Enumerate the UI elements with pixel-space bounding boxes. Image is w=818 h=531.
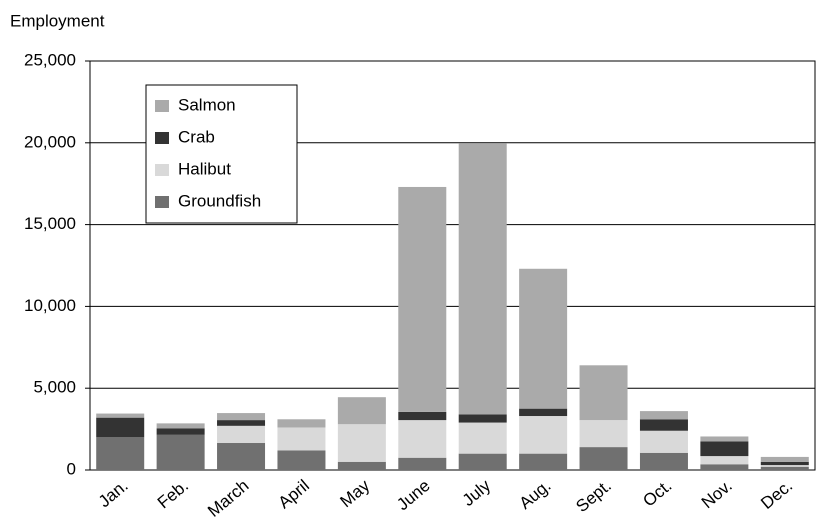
x-tick-label: March — [204, 476, 252, 521]
legend-label: Crab — [178, 127, 215, 146]
bar-segment — [458, 414, 507, 423]
bar-segment — [277, 427, 326, 451]
chart-title: Employment — [10, 11, 105, 30]
bar-segment — [760, 466, 809, 470]
legend-swatch — [155, 132, 169, 144]
legend-swatch — [155, 164, 169, 176]
x-tick-label: May — [337, 476, 374, 512]
y-tick-label: 15,000 — [24, 214, 76, 233]
bar-segment — [217, 443, 266, 470]
bar-segment — [519, 408, 568, 417]
x-tick-label: Oct. — [639, 476, 675, 511]
bar-segment — [639, 419, 688, 431]
bar-segment — [217, 413, 266, 421]
bar-segment — [337, 397, 386, 425]
x-tick-label: Dec. — [757, 476, 796, 513]
bar-segment — [458, 143, 507, 415]
bar-segment — [519, 453, 568, 470]
bar-segment — [398, 411, 447, 421]
bar-segment — [579, 365, 628, 421]
legend-swatch — [155, 100, 169, 112]
bar-segment — [156, 434, 205, 470]
legend-label: Halibut — [178, 159, 231, 178]
x-tick-label: Aug. — [516, 476, 555, 513]
bar-segment — [337, 424, 386, 462]
bar-segment — [398, 457, 447, 470]
bar-segment — [579, 447, 628, 470]
legend-label: Salmon — [178, 95, 236, 114]
x-tick-label: June — [393, 476, 433, 514]
y-tick-label: 20,000 — [24, 132, 76, 151]
x-tick-label: Feb. — [154, 476, 192, 512]
bar-segment — [760, 461, 809, 466]
bar-segment — [760, 456, 809, 462]
legend-label: Groundfish — [178, 191, 261, 210]
x-tick-label: Sept. — [572, 476, 615, 516]
bar-segment — [217, 420, 266, 426]
bar-segment — [277, 419, 326, 428]
bar-segment — [337, 461, 386, 470]
bar-segment — [700, 456, 749, 465]
legend-box — [145, 84, 298, 224]
bar-segment — [458, 453, 507, 470]
x-tick-label: April — [275, 476, 313, 512]
y-tick-label: 5,000 — [33, 378, 76, 397]
bar-segment — [700, 441, 749, 457]
bar-segment — [760, 465, 809, 467]
bar-segment — [156, 428, 205, 435]
bar-segment — [398, 186, 447, 412]
bar-segment — [156, 423, 205, 429]
plot-frame — [89, 60, 816, 471]
bar-segment — [96, 417, 145, 438]
bar-segment — [519, 416, 568, 454]
x-tick-label: July — [459, 476, 495, 510]
bar-segment — [519, 268, 568, 409]
x-tick-label: Jan. — [95, 476, 132, 511]
bar-segment — [700, 464, 749, 470]
bar-segment — [96, 413, 145, 418]
bar-segment — [639, 411, 688, 420]
y-tick-label: 0 — [67, 459, 76, 478]
x-tick-label: Nov. — [698, 476, 736, 512]
y-tick-label: 25,000 — [24, 50, 76, 69]
bar-segment — [96, 437, 145, 470]
bar-segment — [458, 422, 507, 454]
y-tick-label: 10,000 — [24, 296, 76, 315]
bar-segment — [700, 436, 749, 442]
bar-segment — [217, 425, 266, 444]
legend-swatch — [155, 196, 169, 208]
bar-segment — [398, 420, 447, 458]
bar-segment — [579, 420, 628, 448]
bar-segment — [639, 430, 688, 453]
bar-segment — [639, 452, 688, 470]
bar-segment — [277, 450, 326, 470]
